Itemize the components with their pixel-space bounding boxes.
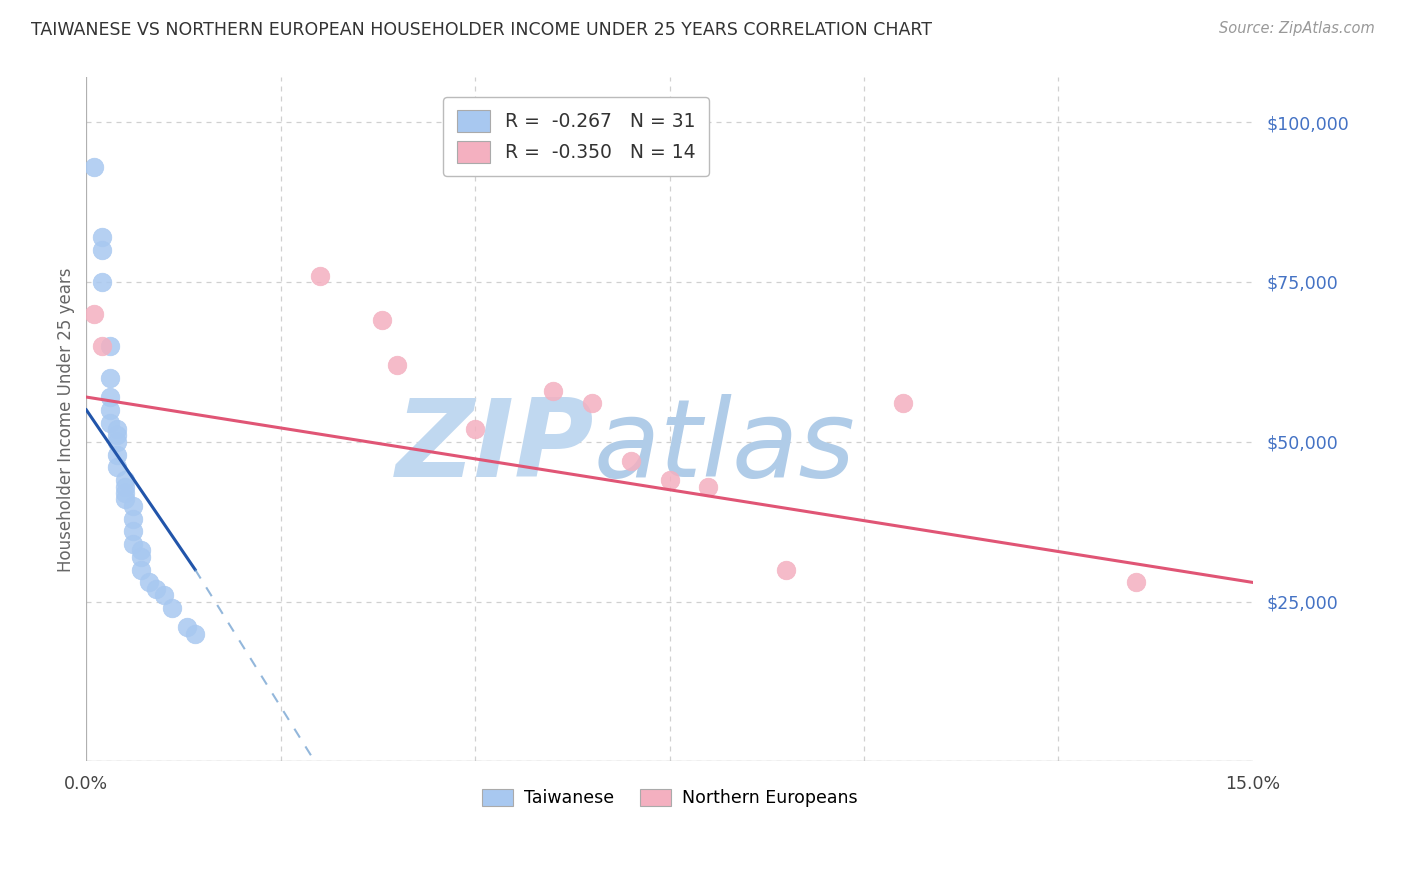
Point <box>129 543 152 558</box>
Point <box>775 563 797 577</box>
Point <box>129 563 152 577</box>
Point <box>308 268 330 283</box>
Point <box>114 473 136 487</box>
Point <box>90 339 112 353</box>
Point <box>114 486 136 500</box>
Point <box>541 384 564 398</box>
Point <box>98 402 121 417</box>
Text: Source: ZipAtlas.com: Source: ZipAtlas.com <box>1219 21 1375 37</box>
Point <box>105 448 128 462</box>
Point <box>83 160 105 174</box>
Point <box>105 460 128 475</box>
Point <box>129 549 152 564</box>
Point <box>138 575 160 590</box>
Y-axis label: Householder Income Under 25 years: Householder Income Under 25 years <box>58 268 75 572</box>
Point <box>98 390 121 404</box>
Point <box>114 479 136 493</box>
Point <box>122 499 145 513</box>
Text: atlas: atlas <box>593 394 856 500</box>
Point <box>105 428 128 442</box>
Point <box>176 620 198 634</box>
Point <box>581 396 603 410</box>
Point <box>90 275 112 289</box>
Point <box>658 473 681 487</box>
Point <box>371 313 394 327</box>
Point <box>122 511 145 525</box>
Point <box>387 358 409 372</box>
Point <box>1125 575 1147 590</box>
Point <box>105 422 128 436</box>
Point <box>105 434 128 449</box>
Point <box>464 422 486 436</box>
Point <box>184 626 207 640</box>
Point <box>122 537 145 551</box>
Legend: Taiwanese, Northern Europeans: Taiwanese, Northern Europeans <box>475 781 865 814</box>
Point <box>122 524 145 539</box>
Point <box>145 582 167 596</box>
Point <box>98 416 121 430</box>
Point <box>83 307 105 321</box>
Point <box>891 396 914 410</box>
Point <box>697 479 720 493</box>
Point <box>98 339 121 353</box>
Point <box>90 230 112 244</box>
Point <box>153 588 176 602</box>
Text: TAIWANESE VS NORTHERN EUROPEAN HOUSEHOLDER INCOME UNDER 25 YEARS CORRELATION CHA: TAIWANESE VS NORTHERN EUROPEAN HOUSEHOLD… <box>31 21 932 39</box>
Point <box>90 243 112 257</box>
Text: ZIP: ZIP <box>395 393 593 500</box>
Point <box>160 601 183 615</box>
Point <box>98 371 121 385</box>
Point <box>114 492 136 507</box>
Point <box>620 454 643 468</box>
